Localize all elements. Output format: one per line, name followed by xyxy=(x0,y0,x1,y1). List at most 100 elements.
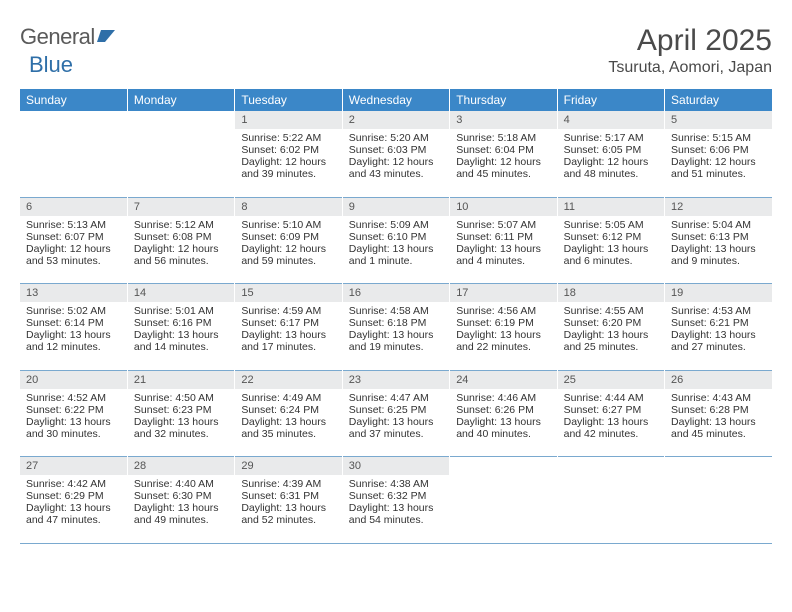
daynum-row: 6789101112 xyxy=(20,198,772,216)
sunset-line: Sunset: 6:04 PM xyxy=(456,144,550,156)
day-number-cell: 3 xyxy=(450,111,557,129)
dow-tuesday: Tuesday xyxy=(235,89,342,111)
sunrise-line: Sunrise: 4:56 AM xyxy=(456,305,550,317)
daylight-line: Daylight: 12 hours and 48 minutes. xyxy=(564,156,658,180)
sunrise-line: Sunrise: 4:39 AM xyxy=(241,478,335,490)
day-cell: Sunrise: 5:07 AMSunset: 6:11 PMDaylight:… xyxy=(450,216,557,284)
day-number-cell: 19 xyxy=(665,284,772,302)
day-cell: Sunrise: 4:47 AMSunset: 6:25 PMDaylight:… xyxy=(342,389,449,457)
daynum-row: 27282930 xyxy=(20,457,772,475)
day-cell: Sunrise: 4:42 AMSunset: 6:29 PMDaylight:… xyxy=(20,475,127,543)
sunset-line: Sunset: 6:06 PM xyxy=(671,144,766,156)
daylight-line: Daylight: 13 hours and 9 minutes. xyxy=(671,243,766,267)
sunset-line: Sunset: 6:29 PM xyxy=(26,490,121,502)
day-cell: Sunrise: 5:22 AMSunset: 6:02 PMDaylight:… xyxy=(235,129,342,197)
day-number-cell: 24 xyxy=(450,371,557,389)
daylight-line: Daylight: 13 hours and 52 minutes. xyxy=(241,502,335,526)
sunset-line: Sunset: 6:32 PM xyxy=(349,490,443,502)
day-number-cell xyxy=(20,111,127,129)
day-cell xyxy=(557,475,664,543)
sunrise-line: Sunrise: 4:55 AM xyxy=(564,305,658,317)
daylight-line: Daylight: 12 hours and 43 minutes. xyxy=(349,156,443,180)
daylight-line: Daylight: 13 hours and 22 minutes. xyxy=(456,329,550,353)
sunrise-line: Sunrise: 4:50 AM xyxy=(134,392,228,404)
flag-icon xyxy=(97,24,117,50)
sunset-line: Sunset: 6:05 PM xyxy=(564,144,658,156)
daylight-line: Daylight: 13 hours and 17 minutes. xyxy=(241,329,335,353)
day-cell: Sunrise: 4:56 AMSunset: 6:19 PMDaylight:… xyxy=(450,302,557,370)
day-number-cell: 17 xyxy=(450,284,557,302)
day-cell xyxy=(127,129,234,197)
sunset-line: Sunset: 6:07 PM xyxy=(26,231,121,243)
dow-friday: Friday xyxy=(557,89,664,111)
sunset-line: Sunset: 6:08 PM xyxy=(134,231,228,243)
sunrise-line: Sunrise: 4:47 AM xyxy=(349,392,443,404)
sunrise-line: Sunrise: 4:53 AM xyxy=(671,305,766,317)
day-number-cell xyxy=(665,457,772,475)
day-number-cell: 20 xyxy=(20,371,127,389)
daylight-line: Daylight: 12 hours and 56 minutes. xyxy=(134,243,228,267)
day-number-cell: 9 xyxy=(342,198,449,216)
daylight-line: Daylight: 12 hours and 39 minutes. xyxy=(241,156,335,180)
daylight-line: Daylight: 13 hours and 49 minutes. xyxy=(134,502,228,526)
day-cell: Sunrise: 5:17 AMSunset: 6:05 PMDaylight:… xyxy=(557,129,664,197)
day-number-cell: 1 xyxy=(235,111,342,129)
daylight-line: Daylight: 13 hours and 32 minutes. xyxy=(134,416,228,440)
daylight-line: Daylight: 12 hours and 59 minutes. xyxy=(241,243,335,267)
sunset-line: Sunset: 6:17 PM xyxy=(241,317,335,329)
day-body-row: Sunrise: 5:22 AMSunset: 6:02 PMDaylight:… xyxy=(20,129,772,197)
dow-saturday: Saturday xyxy=(665,89,772,111)
sunrise-line: Sunrise: 5:20 AM xyxy=(349,132,443,144)
logo: General xyxy=(20,24,117,50)
day-cell: Sunrise: 5:15 AMSunset: 6:06 PMDaylight:… xyxy=(665,129,772,197)
day-number-cell: 25 xyxy=(557,371,664,389)
sunrise-line: Sunrise: 4:43 AM xyxy=(671,392,766,404)
sunset-line: Sunset: 6:25 PM xyxy=(349,404,443,416)
sunrise-line: Sunrise: 5:18 AM xyxy=(456,132,550,144)
day-number-cell: 16 xyxy=(342,284,449,302)
day-number-cell: 14 xyxy=(127,284,234,302)
daynum-row: 13141516171819 xyxy=(20,284,772,302)
day-cell: Sunrise: 5:01 AMSunset: 6:16 PMDaylight:… xyxy=(127,302,234,370)
sunrise-line: Sunrise: 4:49 AM xyxy=(241,392,335,404)
day-number-cell: 23 xyxy=(342,371,449,389)
sunset-line: Sunset: 6:13 PM xyxy=(671,231,766,243)
day-cell: Sunrise: 5:04 AMSunset: 6:13 PMDaylight:… xyxy=(665,216,772,284)
day-cell xyxy=(20,129,127,197)
day-number-cell: 11 xyxy=(557,198,664,216)
day-cell: Sunrise: 5:12 AMSunset: 6:08 PMDaylight:… xyxy=(127,216,234,284)
sunset-line: Sunset: 6:22 PM xyxy=(26,404,121,416)
sunset-line: Sunset: 6:09 PM xyxy=(241,231,335,243)
sunset-line: Sunset: 6:23 PM xyxy=(134,404,228,416)
day-cell: Sunrise: 4:53 AMSunset: 6:21 PMDaylight:… xyxy=(665,302,772,370)
title-block: April 2025 Tsuruta, Aomori, Japan xyxy=(608,24,772,77)
sunrise-line: Sunrise: 5:04 AM xyxy=(671,219,766,231)
day-number-cell: 10 xyxy=(450,198,557,216)
day-cell: Sunrise: 4:43 AMSunset: 6:28 PMDaylight:… xyxy=(665,389,772,457)
daylight-line: Daylight: 13 hours and 37 minutes. xyxy=(349,416,443,440)
day-number-cell: 28 xyxy=(127,457,234,475)
day-number-cell: 4 xyxy=(557,111,664,129)
sunset-line: Sunset: 6:21 PM xyxy=(671,317,766,329)
sunset-line: Sunset: 6:11 PM xyxy=(456,231,550,243)
sunset-line: Sunset: 6:26 PM xyxy=(456,404,550,416)
daylight-line: Daylight: 13 hours and 45 minutes. xyxy=(671,416,766,440)
sunrise-line: Sunrise: 4:46 AM xyxy=(456,392,550,404)
day-number-cell: 30 xyxy=(342,457,449,475)
day-cell: Sunrise: 4:55 AMSunset: 6:20 PMDaylight:… xyxy=(557,302,664,370)
day-cell: Sunrise: 4:49 AMSunset: 6:24 PMDaylight:… xyxy=(235,389,342,457)
daylight-line: Daylight: 13 hours and 47 minutes. xyxy=(26,502,121,526)
day-number-cell: 5 xyxy=(665,111,772,129)
day-number-cell xyxy=(127,111,234,129)
day-cell: Sunrise: 5:09 AMSunset: 6:10 PMDaylight:… xyxy=(342,216,449,284)
daylight-line: Daylight: 12 hours and 53 minutes. xyxy=(26,243,121,267)
day-cell: Sunrise: 5:05 AMSunset: 6:12 PMDaylight:… xyxy=(557,216,664,284)
day-cell: Sunrise: 4:52 AMSunset: 6:22 PMDaylight:… xyxy=(20,389,127,457)
sunset-line: Sunset: 6:18 PM xyxy=(349,317,443,329)
sunrise-line: Sunrise: 5:12 AM xyxy=(134,219,228,231)
day-cell: Sunrise: 4:46 AMSunset: 6:26 PMDaylight:… xyxy=(450,389,557,457)
daylight-line: Daylight: 13 hours and 4 minutes. xyxy=(456,243,550,267)
daylight-line: Daylight: 13 hours and 19 minutes. xyxy=(349,329,443,353)
day-body-row: Sunrise: 4:42 AMSunset: 6:29 PMDaylight:… xyxy=(20,475,772,543)
day-cell: Sunrise: 4:58 AMSunset: 6:18 PMDaylight:… xyxy=(342,302,449,370)
